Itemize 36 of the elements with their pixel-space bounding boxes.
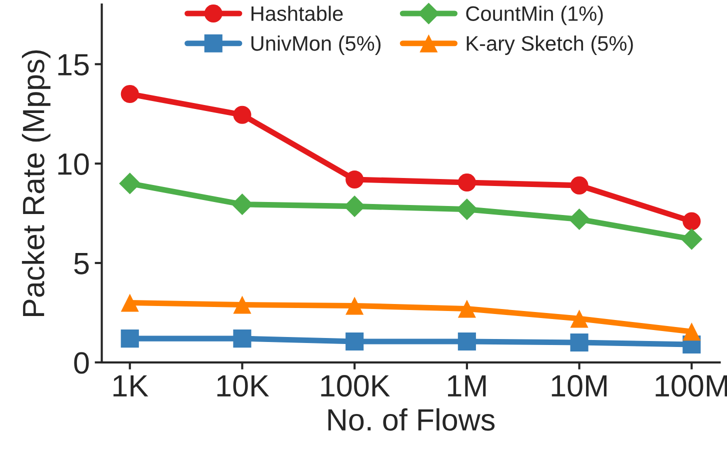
point xyxy=(233,106,252,124)
point xyxy=(458,300,476,318)
x-tick-label: 10K xyxy=(217,375,270,397)
y-tick-label: 10 xyxy=(58,153,89,175)
point xyxy=(233,330,252,348)
point xyxy=(120,84,139,104)
point xyxy=(458,173,476,192)
legend-label: CountMin (1%) xyxy=(466,6,603,26)
point xyxy=(568,208,590,230)
point xyxy=(570,176,588,194)
y-tick-label: 5 xyxy=(74,253,89,274)
x-tick-label: 1K xyxy=(114,375,148,396)
legend-label: Hashtable xyxy=(252,6,343,22)
y-tick-label: 0 xyxy=(74,352,89,374)
point xyxy=(120,330,139,348)
point xyxy=(233,296,252,314)
x-axis-title: No. of Flows xyxy=(328,408,495,431)
y-axis-title: Packet Rate (Mpps) xyxy=(22,50,50,316)
point xyxy=(680,228,702,250)
point xyxy=(120,294,139,312)
point xyxy=(682,212,701,230)
legend-label: UnivMon (5%) xyxy=(251,36,381,55)
point xyxy=(570,333,588,352)
x-tick-label: 1M xyxy=(448,375,486,396)
y-tick-label: 15 xyxy=(58,54,89,76)
point xyxy=(346,170,364,189)
point xyxy=(570,310,588,328)
point xyxy=(346,332,364,351)
point xyxy=(682,322,701,341)
point xyxy=(346,296,364,315)
point xyxy=(458,332,476,351)
x-tick-label: 100M xyxy=(656,375,727,397)
x-tick-label: 10M xyxy=(552,375,606,397)
point xyxy=(119,172,141,194)
x-tick-label: 100K xyxy=(321,375,390,397)
legend-label: K-ary Sketch (5%) xyxy=(466,36,633,55)
